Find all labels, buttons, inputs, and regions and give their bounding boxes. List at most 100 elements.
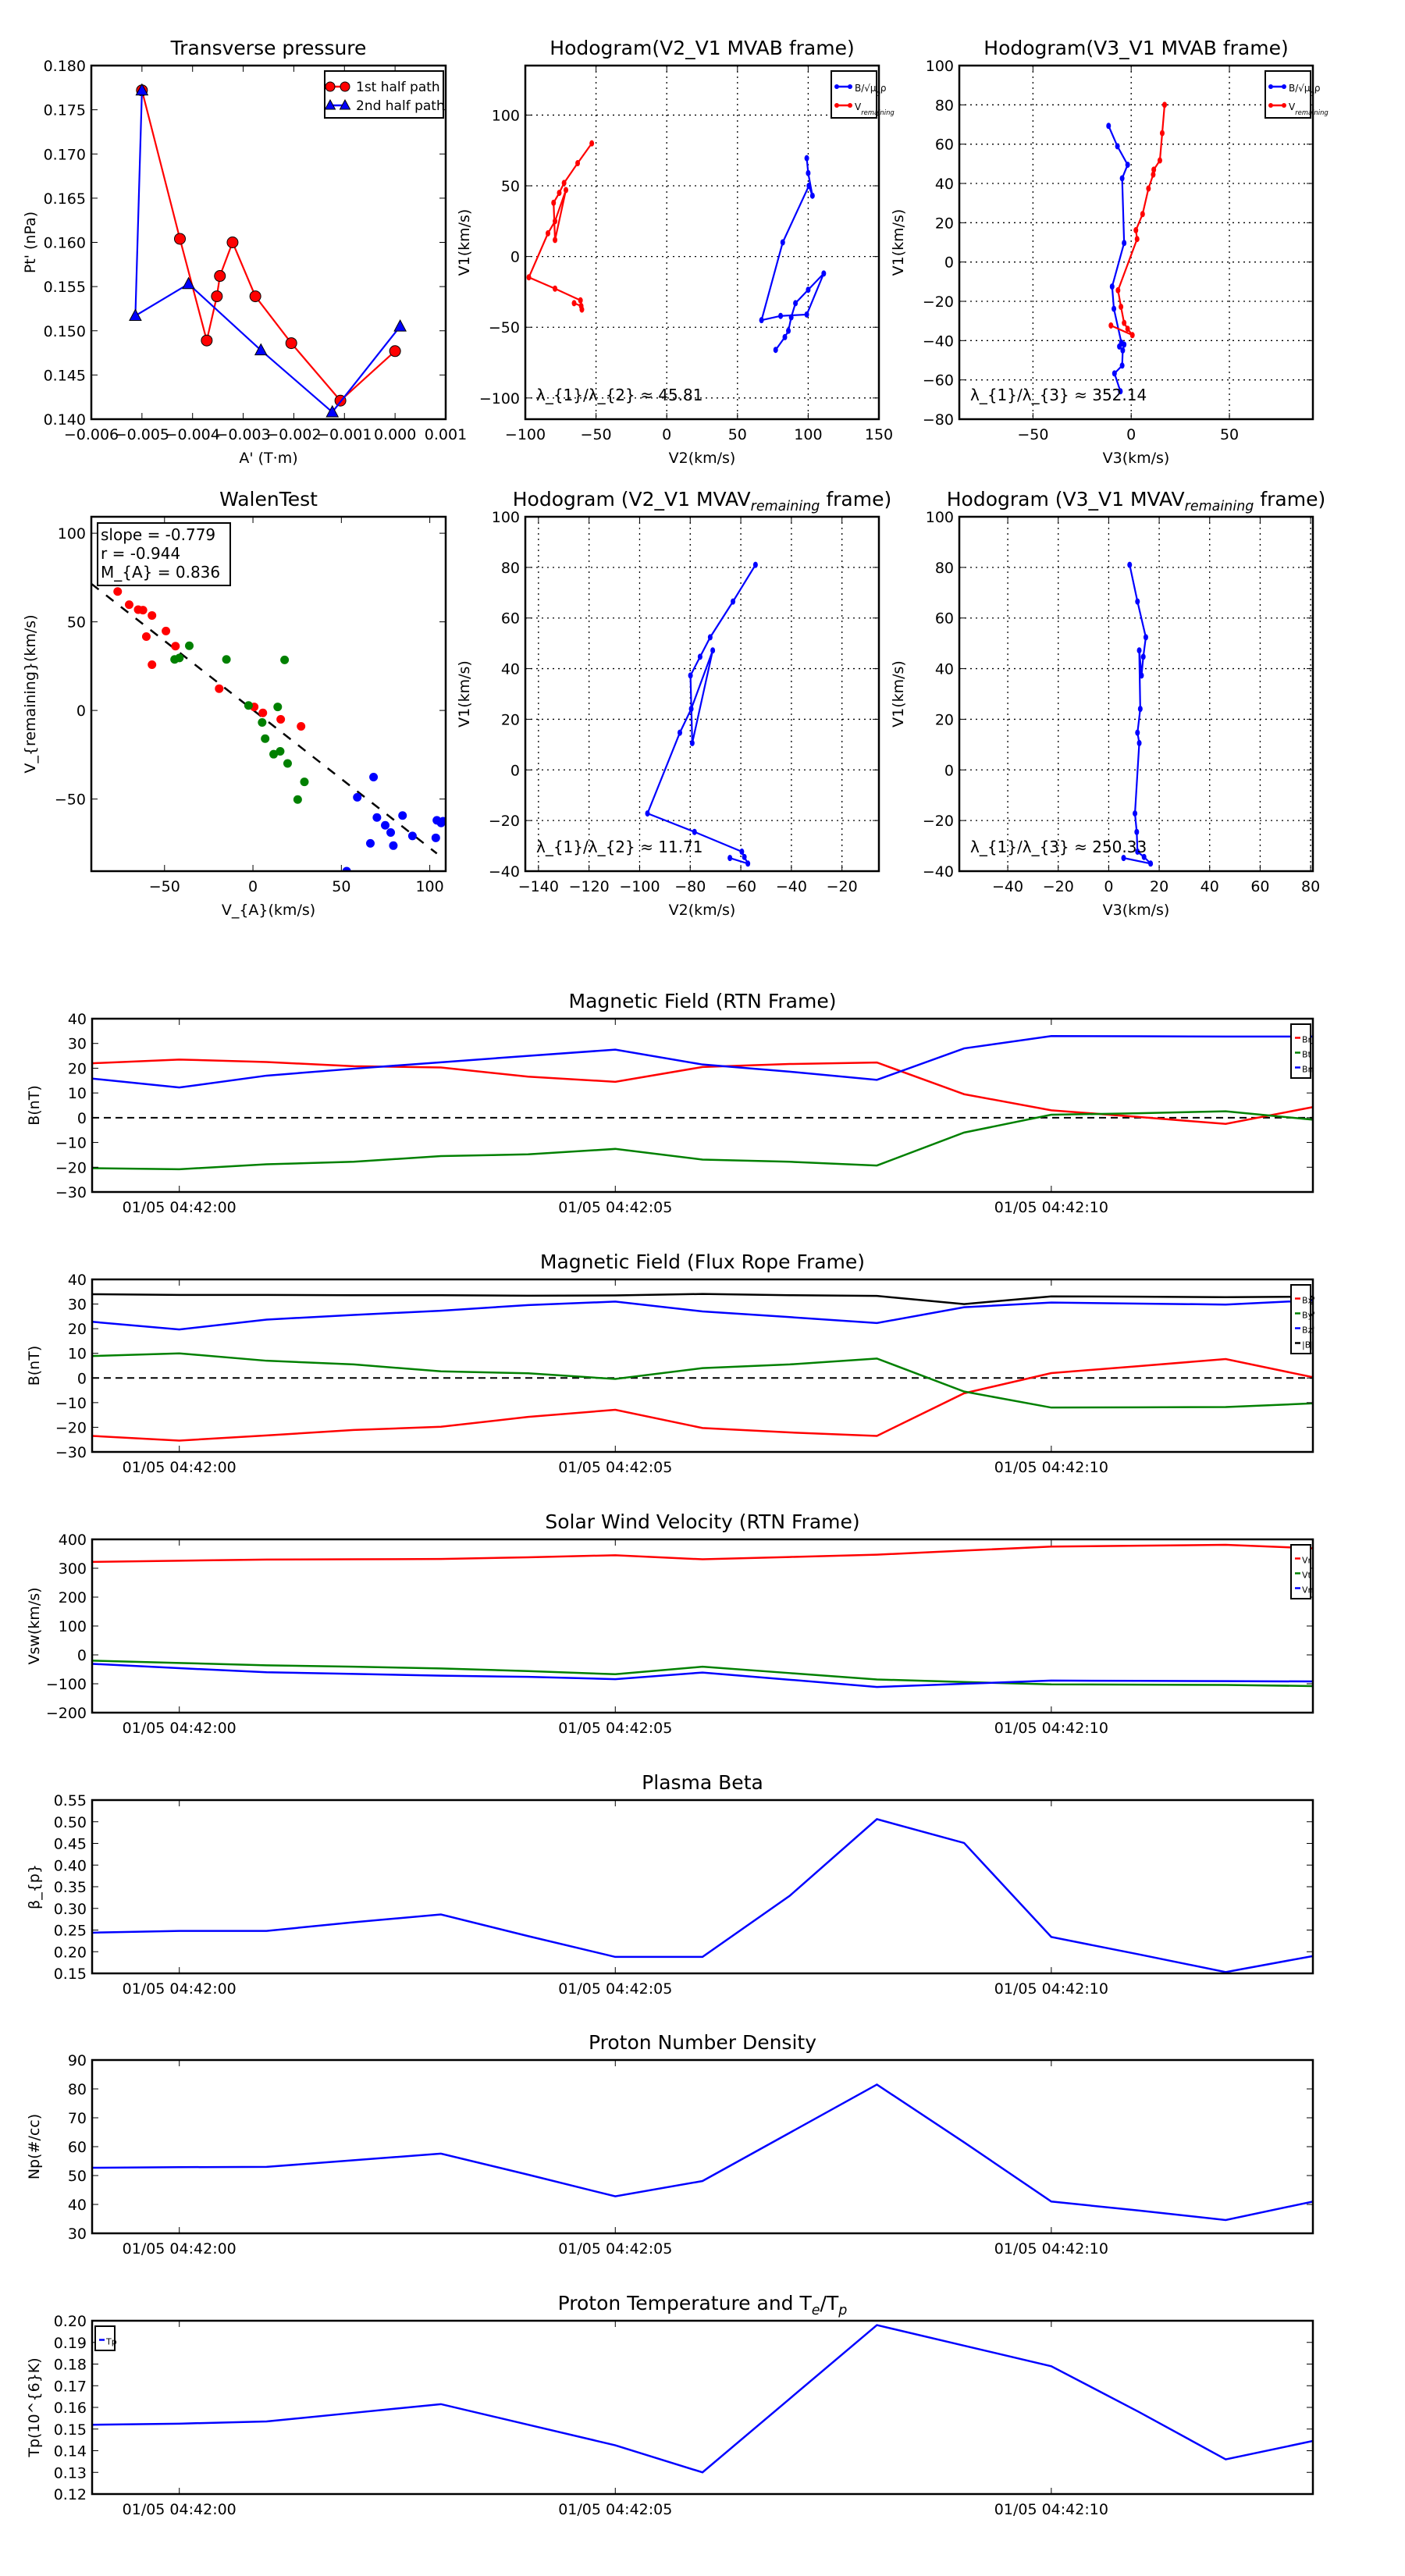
y-tick-label: 20: [501, 711, 520, 728]
chart-walen-test: −50 0 50 100 −50 0 50 100 WalenTest V_{A}(km/s) V_…: [22, 488, 447, 919]
x-tick-label: 01/05 04:42:10: [994, 2501, 1108, 2518]
data-point: [300, 777, 309, 787]
y-tick-label: 0.35: [54, 1879, 87, 1896]
legend-label: Bx': [1302, 1296, 1315, 1306]
legend-label: Vremaining: [855, 101, 895, 116]
data-point: [113, 587, 123, 596]
series-line: [92, 1352, 1313, 1409]
x-tick-label: 60: [1250, 878, 1269, 895]
y-tick-label: 0.15: [54, 1966, 87, 1983]
y-tick-label: 80: [68, 2081, 87, 2098]
legend-item: Vremaining: [1268, 101, 1329, 116]
data-point: [553, 237, 558, 244]
legend-item: Bn: [1295, 1065, 1314, 1075]
legend-frame: [831, 70, 877, 119]
y-tick-label: 40: [501, 661, 520, 678]
legend-frame: [324, 70, 444, 119]
data-point: [804, 155, 809, 162]
y-tick-label: 0.145: [44, 367, 86, 384]
data-point: [589, 140, 595, 147]
data-point: [372, 813, 382, 822]
series-line: [140, 90, 396, 402]
data-point: [1157, 157, 1162, 164]
y-tick-label: 400: [59, 1532, 87, 1549]
legend-label: B/√μ0ρ: [1289, 83, 1321, 98]
y-tick-label: −20: [489, 813, 520, 830]
x-tick-label: −20: [827, 878, 858, 895]
legend: Bx' By' Bz' |B|: [1290, 1284, 1315, 1354]
y-tick-label: −80: [923, 411, 954, 429]
series-vr: [92, 1543, 1313, 1564]
stats-line: slope = -0.779: [101, 525, 215, 544]
legend-marker: [324, 98, 336, 110]
data-point: [1122, 319, 1127, 326]
legend-label: Vt: [1302, 1571, 1312, 1581]
data-point: [214, 270, 226, 283]
y-tick-label: 50: [501, 178, 520, 195]
data-point: [731, 598, 736, 605]
series-beta: [92, 1818, 1313, 1973]
y-tick-label: 40: [68, 2197, 87, 2214]
x-axis-label: V2(km/s): [669, 902, 736, 919]
data-point: [551, 199, 557, 206]
y-tick-label: 0: [77, 1110, 87, 1127]
series-vremaining: [1108, 101, 1167, 339]
data-point: [325, 404, 340, 418]
data-point: [677, 729, 682, 736]
data-point: [1141, 853, 1147, 860]
legend-label: 1st half path: [356, 80, 440, 95]
data-point: [545, 229, 550, 237]
ratio-annotation: λ_{1}/λ_{3} ≈ 352.14: [970, 386, 1147, 404]
chart-title: Magnetic Field (RTN Frame): [569, 990, 837, 1012]
x-axis-label: A' (T·m): [239, 450, 297, 467]
y-tick-label: 30: [68, 1036, 87, 1053]
series-line: [92, 1059, 1313, 1126]
y-tick-label: 70: [68, 2110, 87, 2127]
data-point: [124, 600, 133, 610]
data-point: [742, 853, 747, 860]
data-point: [1135, 729, 1140, 736]
legend-item: Vn: [1295, 1585, 1314, 1596]
data-point: [688, 706, 694, 713]
y-tick-label: 0.160: [44, 235, 86, 252]
y-tick-label: 30: [68, 1297, 87, 1314]
legend-label: Vr: [1302, 1556, 1312, 1566]
data-point: [578, 297, 583, 304]
y-tick-label: 40: [935, 661, 954, 678]
chart-title: Hodogram(V2_V1 MVAB frame): [550, 37, 854, 59]
legend-item: Br: [1295, 1035, 1312, 1045]
legend-item: B/√μ0ρ: [834, 83, 887, 98]
y-tick-label: −40: [489, 863, 520, 881]
legend: Vr Vt Vn: [1290, 1544, 1314, 1599]
legend: Tp: [94, 2325, 117, 2351]
data-point: [249, 290, 261, 303]
data-point: [1125, 326, 1130, 333]
series-groupgreen: [170, 641, 309, 804]
x-tick-label: 01/05 04:42:05: [558, 2240, 672, 2258]
y-tick-label: 0.25: [54, 1923, 87, 1940]
series-vn: [92, 1663, 1313, 1688]
y-axis-label: Pt' (nPa): [22, 212, 39, 273]
data-point: [804, 311, 809, 318]
data-point: [1125, 162, 1130, 169]
x-tick-label: 50: [1220, 426, 1239, 443]
legend: B/√μ0ρ Vremaining: [1264, 70, 1329, 119]
data-point: [148, 610, 157, 620]
y-tick-label: −20: [55, 1419, 87, 1436]
legend-marker: [339, 98, 351, 110]
data-point: [175, 653, 184, 663]
chart-hodogram-v3-v1-mvab: −50 0 50 −80 −60 −40 −20 0 20 40 60 80 100 Hodogram(V…: [890, 37, 1329, 467]
axes-frame: [91, 1799, 1314, 1975]
chart-transverse-pressure: −0.006−0.005−0.004−0.003−0.002−0.001 0.00…: [22, 37, 467, 467]
data-point: [353, 792, 362, 802]
x-tick-label: 01/05 04:42:10: [994, 1459, 1108, 1476]
x-tick-label: 150: [865, 426, 893, 443]
y-tick-label: 0.13: [54, 2464, 87, 2482]
y-tick-label: 0.17: [54, 2378, 87, 2395]
axes-frame: [91, 1017, 1314, 1194]
series-1sthalfpath: [136, 84, 401, 407]
y-tick-label: 80: [935, 560, 954, 577]
legend-label: Vremaining: [1289, 101, 1329, 116]
y-tick-label: 0.16: [54, 2400, 87, 2417]
